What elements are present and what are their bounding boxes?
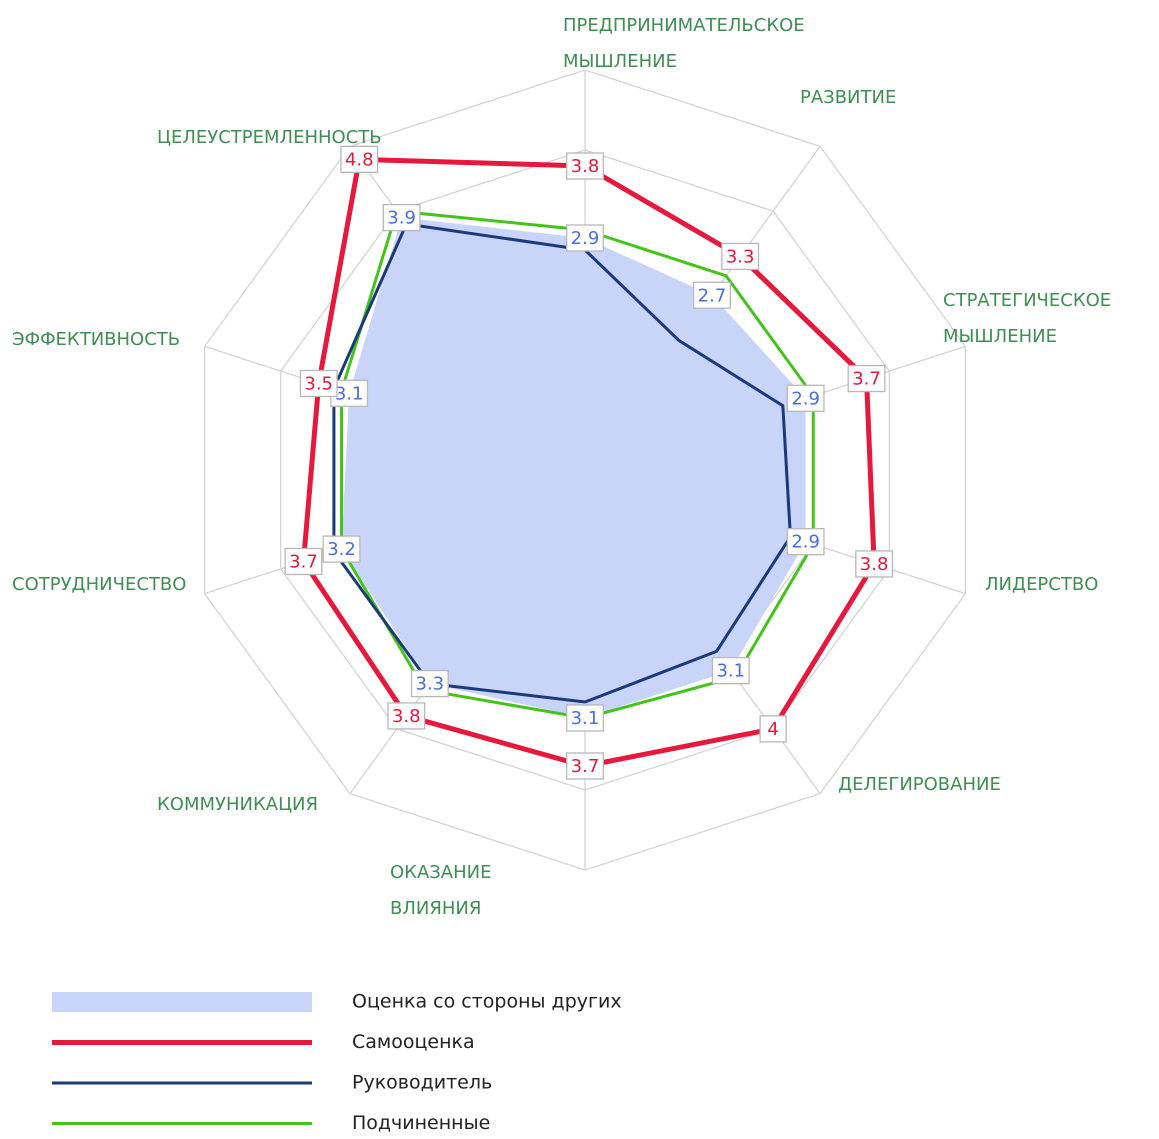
value-label: 2.9 [566,224,604,252]
value-label-box [692,281,731,309]
value-label-text: 3.9 [387,208,416,229]
value-label: 3.1 [566,704,604,732]
value-label-box [721,242,760,271]
value-label-text: 3.8 [392,706,421,727]
value-label: 2.9 [786,528,825,556]
category-label: КОММУНИКАЦИЯ [157,794,319,815]
value-label-text: 3.1 [716,661,745,682]
line [332,222,792,704]
value-label-text: 3.5 [304,373,333,394]
category-label: ОКАЗАНИЕ ВЛИЯНИЯ [390,862,492,919]
value-label-box [340,145,379,173]
value-label-text: 3.7 [852,369,881,390]
value-label: 3.8 [387,702,426,730]
value-label: 3.7 [566,752,604,780]
value-label: 3.8 [566,152,604,180]
value-label-box [284,547,323,576]
value-label-box [759,715,787,743]
value-label-text: 4.8 [345,149,374,170]
value-label: 3.3 [721,242,760,271]
value-label-box [410,669,449,698]
category-label: ЭФФЕКТИВНОСТЬ [12,329,181,350]
value-label: 3.5 [299,369,338,398]
value-label-text: 4 [767,719,778,740]
value-label-box [322,535,361,563]
value-label-text: 3.8 [860,554,889,575]
value-label-text: 2.9 [791,532,820,553]
value-label-text: 3.1 [335,383,364,404]
value-label: 2.7 [692,281,731,309]
value-label: 3.3 [410,669,449,698]
value-label-box [382,203,421,232]
value-label-box [566,752,604,780]
category-label: СОТРУДНИЧЕСТВО [12,574,187,595]
category-label: СТРАТЕГИЧЕСКОЕ МЫШЛЕНИЕ [943,290,1112,347]
value-label-text: 3.7 [571,756,600,777]
category-label: ПРЕДПРИНИМАТЕЛЬСКОЕ МЫШЛЕНИЕ [563,15,805,72]
value-label-text: 3.7 [289,551,318,572]
value-label-box [855,550,894,578]
category-label: ДЕЛЕГИРОВАНИЕ [838,774,1001,795]
value-label: 3.1 [711,656,750,685]
value-label: 4 [759,715,787,743]
value-label-box [566,224,604,252]
value-label: 3.8 [855,550,894,578]
value-label: 3.7 [847,364,886,393]
value-label-text: 3.8 [571,156,600,177]
value-label-text: 2.9 [571,228,600,249]
value-label-text: 2.7 [698,285,727,306]
value-label: 2.9 [786,384,825,412]
legend-label: Подчиненные [352,1112,490,1134]
category-label: РАЗВИТИЕ [800,87,897,108]
value-label-box [786,528,825,556]
value-label-box [566,152,604,180]
value-label-text: 2.9 [791,388,820,409]
category-label: ЛИДЕРСТВО [985,574,1099,595]
legend-swatch [52,992,312,1012]
value-label: 3.7 [284,547,323,576]
value-label-text: 3.2 [327,539,356,560]
value-label: 3.9 [382,203,421,232]
area [341,217,806,718]
value-label-box [786,384,825,412]
value-label-box [387,702,426,730]
value-label-text: 3.1 [571,708,600,729]
value-label-text: 3.3 [416,674,445,695]
category-label: ЦЕЛЕУСТРЕМЛЕННОСТЬ [157,127,382,148]
legend-label: Самооценка [352,1031,475,1053]
value-label-text: 3.3 [726,246,755,267]
legend-label: Руководитель [352,1072,492,1094]
value-label-box [847,364,886,393]
value-label: 3.2 [322,535,361,563]
value-label-box [566,704,604,732]
value-label: 4.8 [340,145,379,173]
value-label-box [299,369,338,398]
legend-label: Оценка со стороны других [352,991,622,1013]
value-label-box [711,656,750,685]
